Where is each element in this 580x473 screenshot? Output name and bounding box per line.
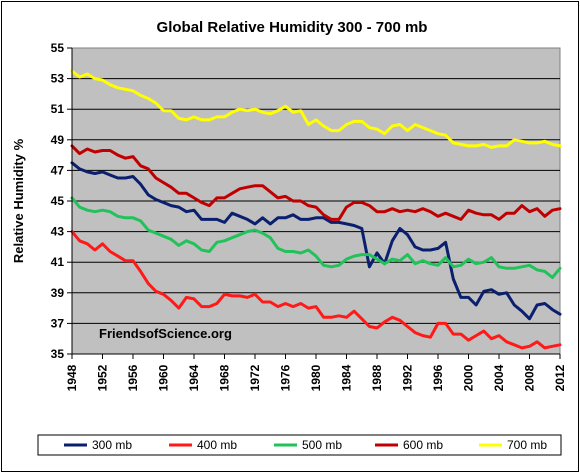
series-line-700-mb — [70, 69, 562, 149]
x-tick-label: 1952 — [96, 364, 110, 391]
x-tick-label: 2008 — [523, 364, 537, 391]
x-tick-label: 1964 — [187, 364, 201, 391]
x-tick-label: 1972 — [248, 364, 262, 391]
y-axis-label: Relative Humidity % — [11, 138, 26, 263]
series-line-600-mb — [70, 144, 562, 221]
legend-label: 400 mb — [197, 438, 237, 452]
x-tick-label: 2000 — [462, 364, 476, 391]
chart-title: Global Relative Humidity 300 - 700 mb — [157, 19, 428, 36]
x-tick-label: 1988 — [370, 364, 384, 391]
x-tick-label: 1992 — [401, 364, 415, 391]
legend: 300 mb 400 mb 500 mb 600 mb 700 mb — [64, 438, 547, 452]
y-tick-label: 55 — [51, 41, 65, 55]
y-axis-ticks: 35 37 39 41 43 45 47 49 51 53 55 — [51, 41, 73, 361]
series-line-300-mb — [70, 161, 562, 321]
y-tick-label: 43 — [51, 225, 65, 239]
x-tick-label: 2012 — [553, 364, 567, 391]
x-tick-label: 1984 — [340, 364, 354, 391]
y-tick-label: 41 — [51, 255, 65, 269]
legend-label: 300 mb — [92, 438, 132, 452]
y-tick-label: 53 — [51, 72, 65, 86]
y-tick-label: 35 — [51, 347, 65, 361]
y-tick-label: 39 — [51, 286, 65, 300]
x-tick-label: 1960 — [157, 364, 171, 391]
x-tick-label: 1956 — [126, 364, 140, 391]
watermark-annotation: FriendsofScience.org — [99, 326, 232, 341]
series-line-500-mb — [70, 196, 562, 279]
x-axis-ticks: 1948 1952 1956 1960 1964 1968 1972 1976 1980 1984… — [65, 353, 567, 391]
series-lines — [70, 69, 562, 350]
legend-label: 700 mb — [507, 438, 547, 452]
legend-label: 500 mb — [302, 438, 342, 452]
x-tick-label: 2004 — [492, 364, 506, 391]
gridlines — [72, 78, 560, 324]
y-tick-label: 37 — [51, 316, 65, 330]
x-tick-label: 1948 — [65, 364, 79, 391]
y-tick-label: 45 — [51, 194, 65, 208]
y-tick-label: 51 — [51, 102, 65, 116]
x-tick-label: 1980 — [309, 364, 323, 391]
y-tick-label: 49 — [51, 133, 65, 147]
x-tick-label: 1976 — [279, 364, 293, 391]
legend-box — [37, 434, 562, 456]
series-line-400-mb — [70, 230, 562, 350]
x-tick-label: 1996 — [431, 364, 445, 391]
y-tick-label: 47 — [51, 163, 65, 177]
legend-label: 600 mb — [403, 438, 443, 452]
x-tick-label: 1968 — [218, 364, 232, 391]
